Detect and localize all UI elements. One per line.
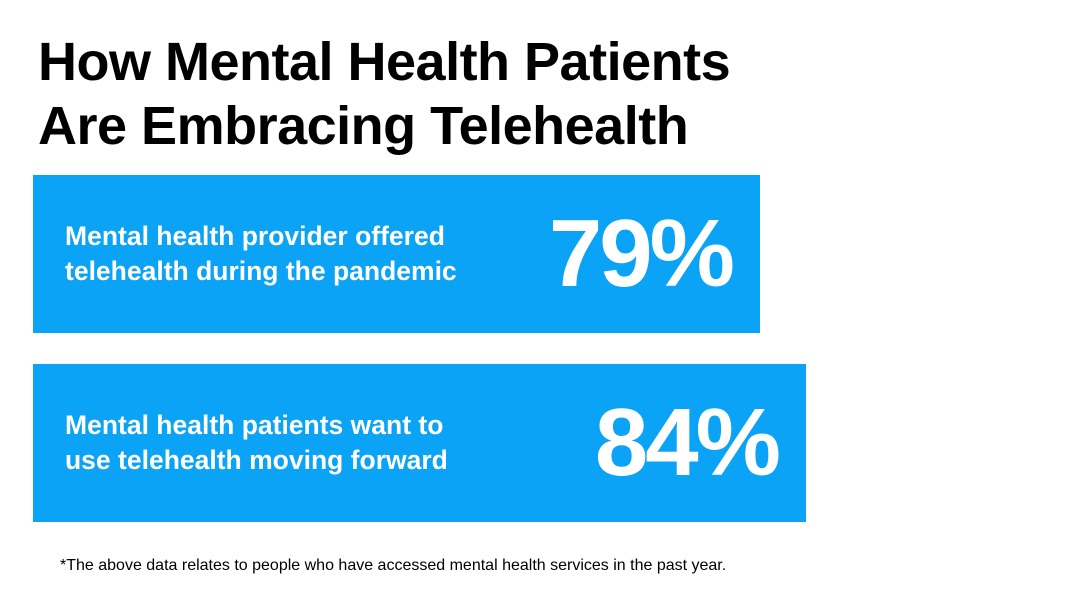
bar-label-line: Mental health provider offered — [65, 221, 445, 251]
bar-label-line: telehealth during the pandemic — [65, 256, 457, 286]
page-title: How Mental Health Patients Are Embracing… — [38, 30, 1038, 158]
bar-chart: Mental health provider offered telehealt… — [33, 0, 1033, 600]
title-line-2: Are Embracing Telehealth — [38, 96, 689, 156]
bar-patients-want-telehealth: Mental health patients want to use teleh… — [33, 364, 806, 522]
bar-value-patients-want: 84% — [594, 389, 781, 496]
bar-label-provider-offered: Mental health provider offered telehealt… — [65, 219, 457, 289]
bar-label-line: Mental health patients want to — [65, 410, 444, 440]
bar-label-patients-want: Mental health patients want to use teleh… — [65, 408, 448, 478]
title-line-1: How Mental Health Patients — [38, 32, 731, 92]
footnote: *The above data relates to people who ha… — [60, 557, 727, 574]
bar-value-provider-offered: 79% — [548, 200, 735, 307]
bar-provider-offered-telehealth: Mental health provider offered telehealt… — [33, 175, 760, 333]
bar-label-line: use telehealth moving forward — [65, 445, 448, 475]
